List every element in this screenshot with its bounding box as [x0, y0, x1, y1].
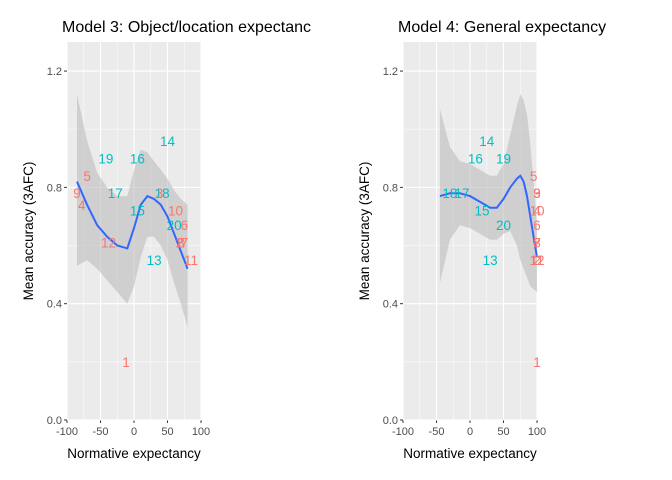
point-label-4: 4 [78, 198, 86, 213]
x-tick-label: 0 [131, 426, 137, 438]
point-label-20: 20 [496, 218, 511, 233]
point-label-3: 3 [156, 186, 164, 201]
point-label-10: 10 [529, 204, 544, 219]
y-tick-label: 1.2 [47, 66, 62, 78]
point-label-18: 18 [155, 186, 170, 201]
x-tick-label: -100 [56, 426, 78, 438]
point-label-11: 11 [184, 253, 198, 268]
point-label-16: 16 [130, 151, 145, 166]
x-tick-label: -50 [429, 426, 445, 438]
point-label-3: 3 [533, 186, 541, 201]
point-label-5: 5 [530, 169, 538, 184]
y-axis-label: Mean accuracy (3AFC) [21, 162, 36, 301]
point-label-17: 17 [108, 186, 123, 201]
y-tick-label: 0.8 [47, 182, 62, 194]
point-label-15: 15 [130, 204, 145, 219]
point-label-5: 5 [83, 169, 91, 184]
point-label-14: 14 [160, 134, 176, 149]
point-label-7: 7 [180, 236, 188, 251]
y-tick-label: 0.0 [47, 415, 62, 427]
point-label-13: 13 [147, 253, 162, 268]
point-label-2: 2 [176, 236, 184, 251]
point-label-6: 6 [180, 218, 188, 233]
x-tick-label: 100 [528, 426, 546, 438]
y-tick-label: 0.8 [383, 182, 398, 194]
x-axis-label: Normative expectancy [67, 446, 201, 461]
point-label-14: 14 [479, 134, 495, 149]
point-label-12: 12 [101, 236, 116, 251]
x-tick-label: 0 [467, 426, 473, 438]
point-label-9: 9 [73, 186, 81, 201]
point-label-16: 16 [468, 151, 483, 166]
point-label-15: 15 [475, 204, 490, 219]
point-label-10: 10 [168, 204, 183, 219]
y-axis-label: Mean accuracy (3AFC) [357, 162, 372, 301]
confidence-band [439, 94, 537, 293]
x-axis-label: Normative expectancy [403, 446, 537, 461]
y-tick-label: 1.2 [383, 66, 398, 78]
x-tick-label: 50 [161, 426, 173, 438]
point-label-8: 8 [533, 236, 541, 251]
point-label-20: 20 [167, 218, 182, 233]
x-tick-label: -50 [93, 426, 109, 438]
point-label-13: 13 [483, 253, 498, 268]
confidence-band [77, 94, 188, 327]
x-tick-label: 100 [192, 426, 210, 438]
point-label-2: 2 [533, 253, 541, 268]
point-label-1: 1 [533, 355, 541, 370]
x-tick-label: 50 [497, 426, 509, 438]
smooth-line [76, 181, 189, 270]
chart-title: Model 3: Object/location expectanc [62, 19, 311, 36]
point-label-9: 9 [533, 186, 541, 201]
point-label-12: 12 [529, 253, 544, 268]
point-label-17: 17 [454, 186, 469, 201]
chart-title: Model 4: General expectancy [398, 19, 606, 36]
point-label-11: 11 [530, 253, 544, 268]
smooth-line [439, 174, 538, 258]
point-label-19: 19 [496, 151, 511, 166]
point-label-4: 4 [533, 204, 541, 219]
y-tick-label: 0.4 [47, 299, 62, 311]
y-tick-label: 0.0 [383, 415, 398, 427]
point-label-8: 8 [177, 236, 185, 251]
point-label-19: 19 [98, 151, 113, 166]
point-label-7: 7 [533, 236, 541, 251]
y-tick-label: 0.4 [383, 299, 398, 311]
point-label-1: 1 [122, 355, 130, 370]
point-label-6: 6 [533, 218, 541, 233]
x-tick-label: -100 [392, 426, 414, 438]
point-label-18: 18 [442, 186, 457, 201]
